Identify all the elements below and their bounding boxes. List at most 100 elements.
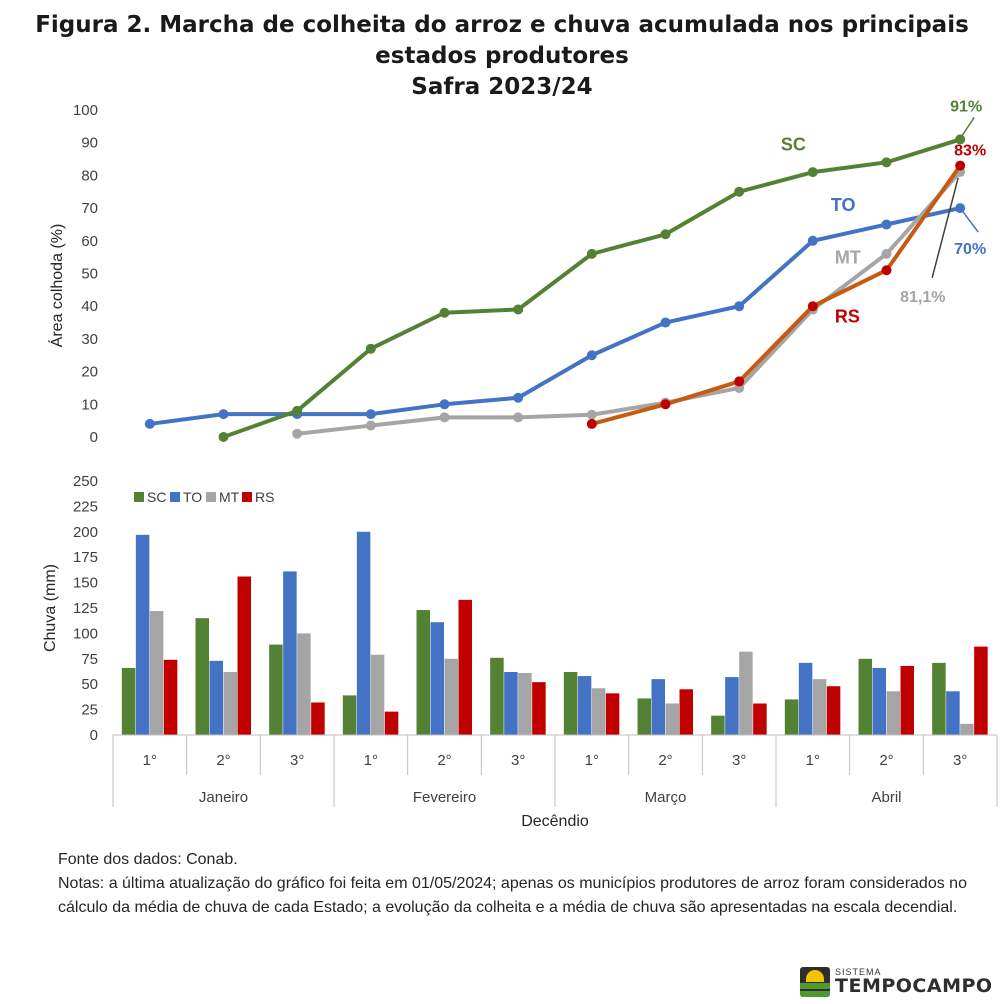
bar-rs bbox=[237, 576, 251, 735]
rs-end-label: 83% bbox=[954, 143, 986, 160]
bar-sc bbox=[195, 618, 209, 735]
line-point-sc bbox=[218, 432, 229, 442]
source-note: Fonte dos dados: Conab. bbox=[58, 851, 238, 868]
bar-y-tick-label: 250 bbox=[73, 473, 98, 490]
line-point-sc bbox=[586, 248, 597, 259]
bar-rs bbox=[826, 686, 841, 735]
line-point-to bbox=[881, 219, 892, 230]
line-point-to bbox=[439, 399, 450, 410]
bar-to bbox=[725, 677, 739, 735]
line-point-mt bbox=[292, 428, 303, 439]
line-y-axis-label: Área colhoda (%) bbox=[47, 224, 66, 348]
line-point-to bbox=[365, 409, 376, 420]
line-series-label-to: TO bbox=[831, 195, 856, 215]
line-y-tick-label: 100 bbox=[73, 102, 98, 119]
bar-to bbox=[577, 676, 592, 735]
bar-to bbox=[798, 662, 813, 735]
to-end-leader bbox=[962, 211, 979, 233]
chart-title: Figura 2. Marcha de colheita do arroz e … bbox=[0, 10, 1004, 103]
line-y-tick-label: 50 bbox=[81, 266, 98, 283]
line-y-tick-label: 90 bbox=[81, 135, 98, 152]
legend-label-to: TO bbox=[183, 489, 202, 505]
line-y-tick-label: 70 bbox=[81, 200, 98, 217]
line-point-sc bbox=[439, 307, 450, 318]
bar-mt bbox=[812, 679, 827, 735]
line-point-sc bbox=[513, 304, 524, 315]
bar-mt bbox=[739, 651, 753, 735]
bar-rs bbox=[384, 711, 399, 735]
mt-end-label: 81,1% bbox=[900, 289, 945, 306]
legend-swatch-to bbox=[170, 492, 180, 502]
logo-big-text: TEMPOCAMPO bbox=[835, 975, 993, 997]
bar-to bbox=[135, 534, 150, 735]
bar-sc bbox=[490, 657, 504, 735]
logo-small-text: SISTEMA bbox=[835, 967, 882, 977]
line-point-to bbox=[513, 392, 524, 403]
bar-rs bbox=[900, 665, 914, 735]
line-point-to bbox=[955, 203, 966, 214]
bar-sc bbox=[637, 698, 651, 735]
bar-sc bbox=[416, 610, 430, 735]
line-point-mt bbox=[586, 409, 597, 420]
sc-end-leader bbox=[961, 117, 975, 136]
decendio-tick-label: 3° bbox=[732, 752, 746, 769]
bar-mt bbox=[297, 633, 311, 735]
bar-sc bbox=[563, 672, 578, 735]
bar-rs bbox=[532, 682, 546, 735]
bar-to bbox=[946, 691, 960, 735]
bar-sc bbox=[121, 667, 136, 735]
line-point-sc bbox=[660, 229, 671, 240]
bar-mt bbox=[665, 703, 679, 735]
bar-mt bbox=[370, 654, 385, 735]
decendio-tick-label: 2° bbox=[879, 752, 893, 769]
line-point-rs bbox=[734, 376, 745, 387]
logo-icon bbox=[800, 967, 830, 997]
decendio-tick-label: 3° bbox=[290, 752, 304, 769]
bar-rs bbox=[311, 702, 325, 735]
bar-y-tick-label: 50 bbox=[81, 676, 98, 693]
bar-rs bbox=[753, 703, 767, 735]
legend-swatch-mt bbox=[206, 492, 216, 502]
bar-to bbox=[430, 622, 444, 735]
line-point-to bbox=[807, 235, 818, 246]
line-series-mt bbox=[295, 169, 963, 436]
bar-to bbox=[651, 679, 665, 735]
charts-canvas: 0 10 20 30 40 50 60 70 80 90 100 Área colhoda (%) SC… bbox=[42, 98, 998, 830]
line-y-tick-label: 10 bbox=[81, 396, 98, 413]
mt-end-leader bbox=[931, 177, 959, 278]
line-point-rs bbox=[955, 160, 966, 171]
line-series-rs bbox=[589, 163, 963, 426]
legend-label-sc: SC bbox=[147, 489, 166, 505]
bar-y-tick-label: 200 bbox=[73, 524, 98, 541]
line-point-mt bbox=[513, 412, 524, 423]
bar-rs bbox=[458, 599, 472, 735]
bar-sc bbox=[711, 715, 725, 735]
bar-to bbox=[872, 667, 886, 735]
bar-mt bbox=[444, 658, 458, 735]
bar-sc bbox=[932, 662, 946, 735]
month-label: Março bbox=[645, 789, 687, 806]
decendio-tick-label: 2° bbox=[216, 752, 230, 769]
legend-swatch-sc bbox=[134, 492, 144, 502]
bar-rs bbox=[163, 659, 178, 735]
bar-to bbox=[504, 672, 518, 735]
sc-end-label: 91% bbox=[950, 98, 982, 115]
bar-to bbox=[356, 531, 371, 735]
bar-rs bbox=[974, 646, 988, 735]
line-point-to bbox=[218, 409, 229, 420]
legend-label-mt: MT bbox=[219, 489, 240, 505]
decendio-tick-label: 1° bbox=[585, 752, 599, 769]
bar-y-tick-label: 0 bbox=[90, 727, 98, 744]
decendio-tick-label: 1° bbox=[806, 752, 820, 769]
title-line-3: Safra 2023/24 bbox=[411, 74, 593, 100]
to-end-label: 70% bbox=[954, 241, 986, 258]
month-label: Fevereiro bbox=[413, 789, 476, 806]
bar-mt bbox=[591, 688, 606, 735]
bar-mt bbox=[223, 672, 237, 735]
line-point-to bbox=[144, 418, 155, 429]
decendio-tick-label: 3° bbox=[953, 752, 967, 769]
decendio-tick-label: 2° bbox=[437, 752, 451, 769]
line-series-label-mt: MT bbox=[835, 247, 861, 267]
bar-y-tick-label: 75 bbox=[81, 651, 98, 668]
line-point-sc bbox=[881, 157, 892, 168]
